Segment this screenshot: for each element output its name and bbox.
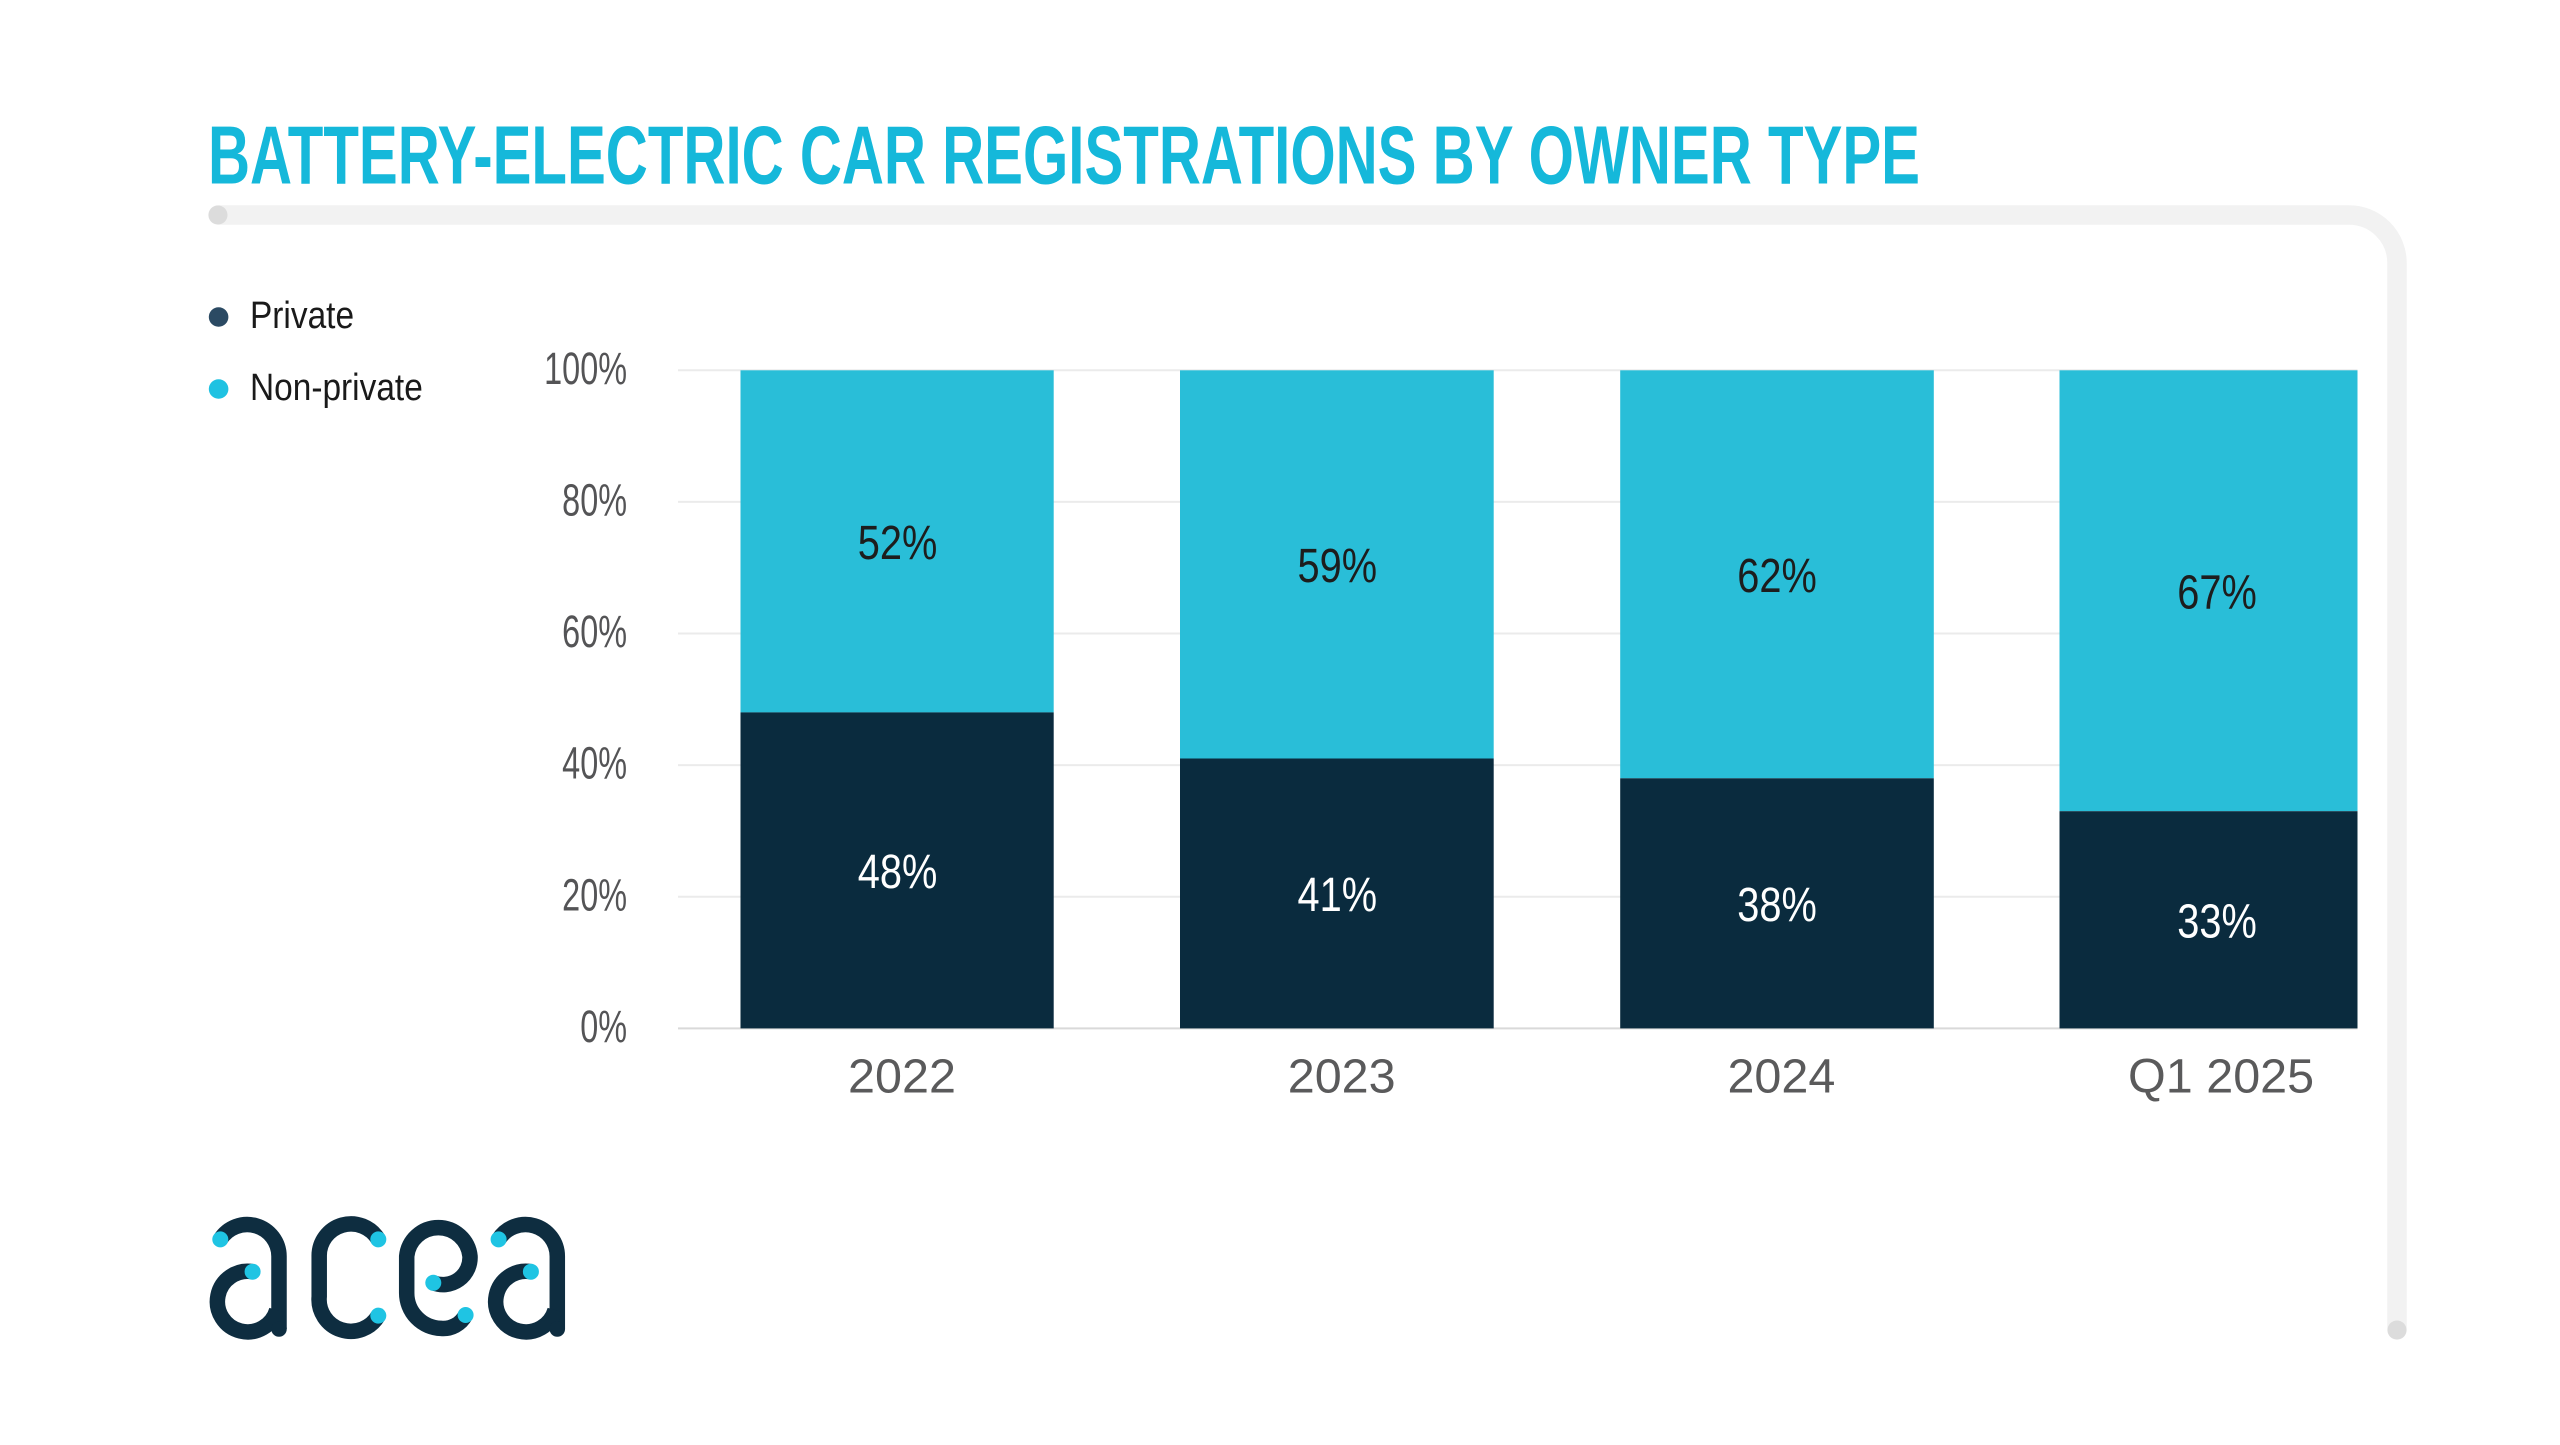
svg-text:38%: 38% xyxy=(1737,878,1817,932)
svg-text:40%: 40% xyxy=(562,740,627,789)
svg-text:80%: 80% xyxy=(562,476,627,525)
svg-text:59%: 59% xyxy=(1298,539,1378,593)
svg-text:0%: 0% xyxy=(580,1003,627,1052)
svg-text:Non-private: Non-private xyxy=(250,366,423,408)
svg-text:20%: 20% xyxy=(562,871,627,920)
svg-text:2023: 2023 xyxy=(1288,1050,1396,1104)
svg-text:2022: 2022 xyxy=(848,1050,956,1104)
svg-text:Q1 2025: Q1 2025 xyxy=(2128,1050,2314,1104)
svg-text:52%: 52% xyxy=(858,516,938,570)
svg-text:60%: 60% xyxy=(562,608,627,657)
svg-text:Private: Private xyxy=(250,294,354,336)
svg-text:67%: 67% xyxy=(2177,566,2257,620)
svg-text:41%: 41% xyxy=(1298,869,1378,923)
svg-text:2024: 2024 xyxy=(1727,1050,1835,1104)
svg-text:BATTERY-ELECTRIC CAR REGISTRAT: BATTERY-ELECTRIC CAR REGISTRATIONS BY OW… xyxy=(208,109,1920,201)
svg-text:48%: 48% xyxy=(858,845,938,899)
svg-text:100%: 100% xyxy=(544,345,627,394)
svg-text:62%: 62% xyxy=(1737,549,1817,603)
svg-text:33%: 33% xyxy=(2177,895,2257,949)
